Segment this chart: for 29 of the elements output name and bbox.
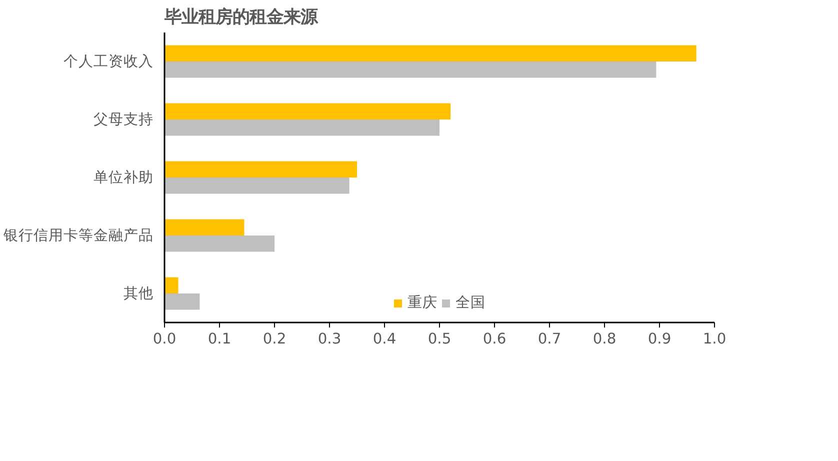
bar — [164, 236, 274, 252]
bar — [164, 161, 357, 178]
x-tick-label: 0.2 — [262, 330, 286, 348]
y-tick-label: 单位补助 — [94, 169, 154, 186]
x-tick-label: 0.6 — [482, 330, 506, 348]
text: 1.0 — [702, 330, 726, 348]
legend-label: 重庆 — [408, 293, 438, 312]
bar — [164, 178, 350, 194]
bar — [164, 45, 696, 62]
y-tick-label: 其他 — [124, 285, 154, 302]
text: 0.0 — [152, 330, 176, 348]
bar — [164, 62, 656, 78]
x-tick-label: 0.8 — [592, 330, 616, 348]
bar — [164, 103, 450, 120]
x-tick-label: 0.4 — [372, 330, 396, 348]
legend-label: 全国 — [456, 293, 486, 312]
bar — [164, 277, 178, 294]
x-tick-label: 0.1 — [208, 330, 232, 348]
x-tick-label: 0.3 — [318, 330, 342, 348]
chart-title: 毕业租房的租金来源 — [164, 8, 318, 28]
bar — [164, 219, 244, 236]
y-tick-label: 父母支持 — [94, 111, 154, 128]
bar — [164, 294, 200, 310]
y-tick-label: 个人工资收入 — [64, 53, 154, 70]
bar — [164, 120, 440, 136]
x-tick-label: 0.7 — [538, 330, 562, 348]
x-tick-label: 0.5 — [428, 330, 452, 348]
y-tick-label: 银行信用卡等金融产品 — [2, 227, 154, 244]
x-tick-label: 0.9 — [648, 330, 672, 348]
